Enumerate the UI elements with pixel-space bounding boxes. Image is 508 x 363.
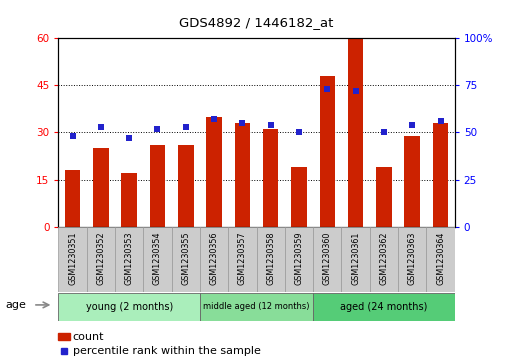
- Text: count: count: [73, 331, 104, 342]
- Bar: [150, 145, 165, 227]
- Bar: [285, 227, 313, 292]
- Bar: [143, 227, 172, 292]
- Bar: [433, 123, 448, 227]
- Text: GSM1230351: GSM1230351: [68, 232, 77, 285]
- Bar: [178, 145, 194, 227]
- Text: GSM1230352: GSM1230352: [97, 232, 105, 285]
- Text: age: age: [5, 300, 26, 310]
- Text: GSM1230360: GSM1230360: [323, 232, 332, 285]
- Bar: [93, 148, 109, 227]
- Text: GSM1230363: GSM1230363: [408, 232, 417, 285]
- Text: GSM1230355: GSM1230355: [181, 232, 190, 285]
- Text: GSM1230361: GSM1230361: [351, 232, 360, 285]
- Bar: [200, 293, 313, 321]
- Bar: [115, 227, 143, 292]
- Bar: [341, 227, 370, 292]
- Bar: [426, 227, 455, 292]
- Bar: [348, 38, 363, 227]
- Text: GSM1230364: GSM1230364: [436, 232, 445, 285]
- Bar: [257, 227, 285, 292]
- Bar: [370, 227, 398, 292]
- Text: middle aged (12 months): middle aged (12 months): [203, 302, 310, 311]
- Text: GSM1230354: GSM1230354: [153, 232, 162, 285]
- Bar: [58, 333, 70, 340]
- Bar: [313, 227, 341, 292]
- Bar: [313, 293, 455, 321]
- Bar: [404, 136, 420, 227]
- Bar: [320, 76, 335, 227]
- Bar: [200, 227, 228, 292]
- Text: young (2 months): young (2 months): [85, 302, 173, 312]
- Bar: [291, 167, 307, 227]
- Text: GSM1230362: GSM1230362: [379, 232, 389, 285]
- Bar: [65, 170, 80, 227]
- Bar: [58, 293, 200, 321]
- Text: GSM1230356: GSM1230356: [210, 232, 218, 285]
- Text: GSM1230359: GSM1230359: [295, 232, 303, 285]
- Text: GDS4892 / 1446182_at: GDS4892 / 1446182_at: [179, 16, 334, 29]
- Bar: [172, 227, 200, 292]
- Bar: [398, 227, 426, 292]
- Text: GSM1230358: GSM1230358: [266, 232, 275, 285]
- Bar: [235, 123, 250, 227]
- Bar: [228, 227, 257, 292]
- Text: percentile rank within the sample: percentile rank within the sample: [73, 346, 261, 356]
- Bar: [206, 117, 222, 227]
- Bar: [121, 174, 137, 227]
- Bar: [87, 227, 115, 292]
- Text: GSM1230353: GSM1230353: [124, 232, 134, 285]
- Bar: [263, 129, 278, 227]
- Text: GSM1230357: GSM1230357: [238, 232, 247, 285]
- Bar: [58, 227, 87, 292]
- Bar: [376, 167, 392, 227]
- Text: aged (24 months): aged (24 months): [340, 302, 428, 312]
